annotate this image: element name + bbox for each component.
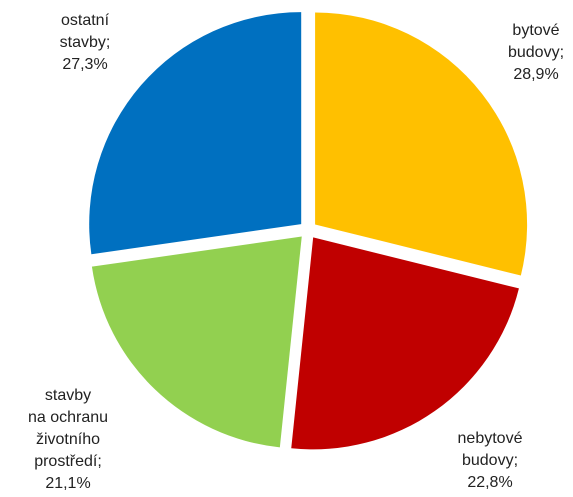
pie-slice-3	[89, 12, 302, 255]
pie-slice-2	[91, 236, 302, 448]
label-bytove-budovy: bytové budovy; 28,9%	[507, 22, 565, 83]
label-ostatni-stavby: ostatní stavby; 27,3%	[59, 12, 111, 73]
pie-slice-0	[315, 12, 528, 276]
label-nebytove-budovy: nebytové budovy; 22,8%	[457, 430, 523, 491]
pie-slice-1	[291, 237, 519, 450]
label-stavby-na-ochranu: stavby na ochranu životního prostředí; 2…	[27, 387, 109, 492]
